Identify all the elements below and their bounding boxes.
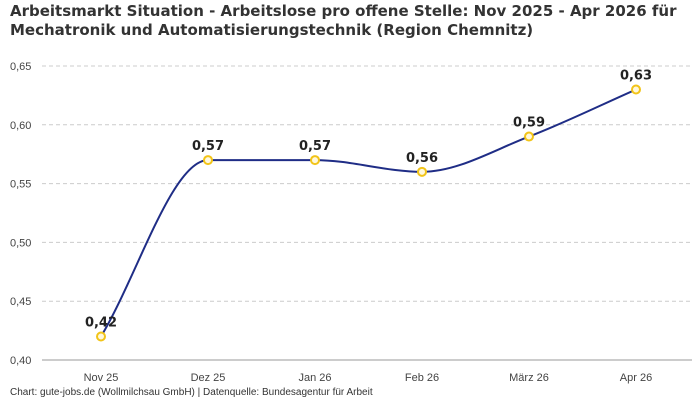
y-tick-label: 0,65 (10, 61, 31, 73)
data-point (631, 84, 641, 95)
chart-title-line-2: Mechatronik und Automatisierungstechnik … (10, 21, 534, 39)
y-tick-label: 0,60 (10, 120, 31, 132)
data-label: 0,63 (620, 69, 652, 84)
x-tick-label: Dez 25 (191, 372, 226, 384)
y-tick-label: 0,45 (10, 296, 31, 308)
data-point (417, 166, 427, 177)
y-axis-ticks: 0,40 0,45 0,50 0,55 0,60 0,65 (10, 61, 31, 367)
chart-title-line-1: Arbeitsmarkt Situation - Arbeitslose pro… (10, 2, 677, 20)
x-tick-label: Jan 26 (298, 372, 331, 384)
data-point (524, 131, 534, 142)
x-axis-ticks: Nov 25 Dez 25 Jan 26 Feb 26 März 26 Apr 26 (84, 372, 653, 384)
data-points (96, 84, 641, 342)
data-label: 0,57 (192, 139, 224, 154)
x-tick-label: Feb 26 (405, 372, 439, 384)
y-tick-label: 0,50 (10, 237, 31, 249)
series-line-group (100, 88, 637, 337)
x-tick-label: März 26 (509, 372, 549, 384)
data-label: 0,42 (85, 315, 117, 330)
data-label: 0,57 (299, 139, 331, 154)
chart-credit: Chart: gute-jobs.de (Wollmilchsau GmbH) … (10, 387, 373, 398)
series-line (100, 88, 637, 337)
data-label: 0,59 (513, 116, 545, 131)
x-tick-label: Nov 25 (84, 372, 119, 384)
data-point (310, 155, 320, 166)
y-tick-label: 0,55 (10, 179, 31, 191)
data-label: 0,56 (406, 151, 438, 166)
chart-title: Arbeitsmarkt Situation - Arbeitslose pro… (10, 2, 690, 40)
gridlines (42, 65, 692, 361)
data-point (96, 331, 106, 342)
y-tick-label: 0,40 (10, 355, 31, 367)
data-labels: 0,42 0,57 0,57 0,56 0,59 0,63 (85, 69, 652, 331)
x-tick-label: Apr 26 (620, 372, 652, 384)
data-point (203, 155, 213, 166)
